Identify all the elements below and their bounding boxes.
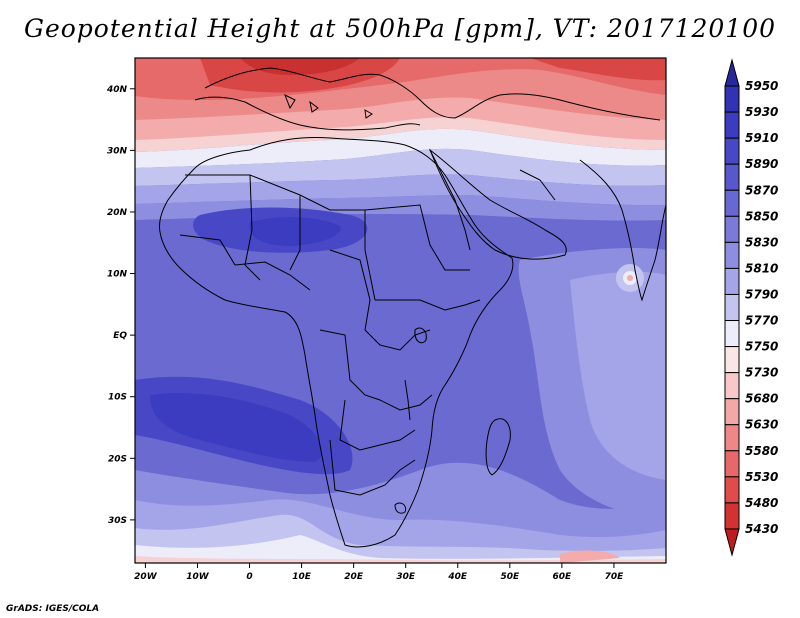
lon-tick-label: 0 [246,572,252,582]
lon-tick-label: 20E [344,572,364,582]
colorbar-swatch [724,293,740,322]
colorbar-label: 5870 [745,183,778,197]
colorbar-label: 5770 [745,314,778,328]
colorbar-swatch [724,398,740,426]
map-title: Geopotential Height at 500hPa [gpm], VT:… [23,14,777,43]
lon-tick-label: 10E [292,572,312,582]
colorbar-swatch [724,267,740,295]
colorbar-swatch [724,137,740,165]
colorbar-swatch [724,346,740,374]
lat-tick-label: 10N [107,270,128,280]
colorbar-label: 5890 [745,157,778,171]
colorbar-label: 5730 [745,366,778,380]
coastlines [159,67,666,548]
colorbar-label: 5830 [745,235,778,249]
colorbar-swatch [724,476,740,504]
colorbar-label: 5580 [745,444,778,458]
geopotential-field [135,58,666,563]
colorbar-label: 5910 [745,131,778,145]
colorbar-swatch [724,528,740,557]
lat-tick-label: 30N [107,146,128,156]
colorbar-label: 5480 [745,496,778,510]
colorbar: 5950 5930 5910 5890 5870 5850 5830 5810 5790 5770… [724,58,778,557]
colorbar-swatch [724,424,740,452]
colorbar-swatch [724,372,740,400]
colorbar-label: 5750 [745,340,778,354]
lat-tick-label: 40N [106,85,128,95]
colorbar-swatch [724,320,740,348]
lon-tick-label: 20W [134,572,158,582]
colorbar-swatch [724,85,740,113]
lon-tick-label: 40E [447,572,468,582]
colorbar-swatch [724,215,740,243]
colorbar-label: 5530 [745,470,778,484]
colorbar-label: 5810 [745,261,778,275]
lat-tick-label: 10S [108,393,127,403]
colorbar-label: 5680 [745,392,778,406]
lon-tick-label: 50E [500,572,520,582]
colorbar-label: 5850 [745,209,778,223]
lon-tick-label: 30E [396,572,416,582]
lon-tick-label: 70E [605,572,625,582]
colorbar-label: 5930 [745,105,778,119]
colorbar-swatch [724,241,740,269]
colorbar-swatch [724,502,740,530]
colorbar-label: 5950 [745,79,778,93]
lat-tick-label: 20S [108,454,127,464]
lon-tick-label: 60E [553,572,573,582]
latitude-axis: 40N 30N 20N 10N EQ 10S 20S 30S [106,85,135,526]
longitude-axis: 20W 10W 0 10E 20E 30E 40E 50E 60E 70E [134,563,624,582]
lat-tick-label: 30S [108,516,127,526]
colorbar-swatch [724,58,740,87]
colorbar-label: 5630 [745,418,778,432]
lon-tick-label: 10W [186,572,210,582]
colorbar-swatch [724,189,740,217]
credit-label: GrADS: IGES/COLA [6,604,100,614]
colorbar-swatch [724,450,740,478]
map-frame [134,57,667,564]
colorbar-swatch [724,163,740,191]
colorbar-label: 5790 [745,287,778,301]
colorbar-label: 5430 [745,522,778,536]
lat-tick-label: 20N [107,208,128,218]
colorbar-swatch [724,111,740,139]
lat-tick-label: EQ [113,331,127,341]
